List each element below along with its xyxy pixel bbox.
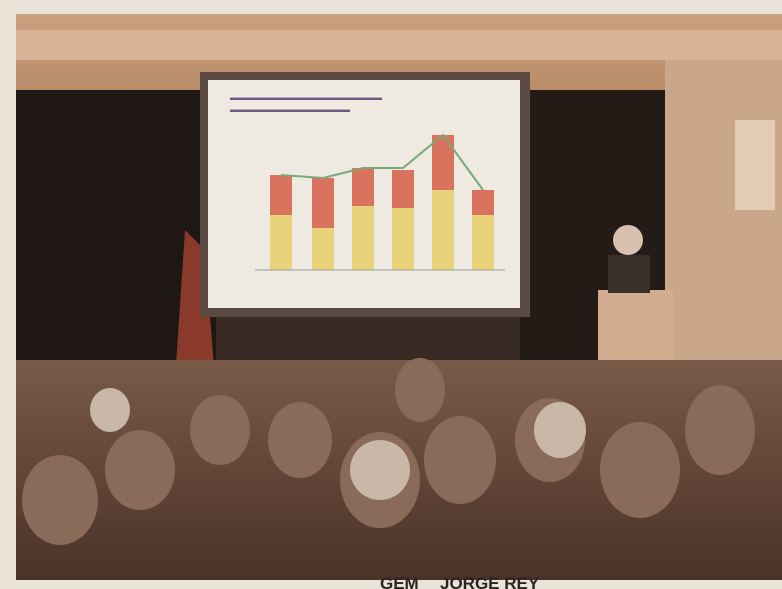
newspaper-photo: ▬▬▬▬▬▬▬▬▬▬▬▬▬▬▬▬▬▬▬ ▬▬▬▬▬▬▬▬▬▬▬▬▬▬▬ <box>0 0 782 589</box>
photo: ▬▬▬▬▬▬▬▬▬▬▬▬▬▬▬▬▬▬▬ ▬▬▬▬▬▬▬▬▬▬▬▬▬▬▬ <box>16 14 782 580</box>
photo-credit: JORGE REY <box>440 574 540 589</box>
svg-text:▬▬▬▬▬▬▬▬▬▬▬▬▬▬▬: ▬▬▬▬▬▬▬▬▬▬▬▬▬▬▬ <box>230 105 350 114</box>
svg-text:▬▬▬▬▬▬▬▬▬▬▬▬▬▬▬▬▬▬▬: ▬▬▬▬▬▬▬▬▬▬▬▬▬▬▬▬▬▬▬ <box>230 93 382 102</box>
caption: GEM <box>380 574 419 589</box>
page: ▬▬▬▬▬▬▬▬▬▬▬▬▬▬▬▬▬▬▬ ▬▬▬▬▬▬▬▬▬▬▬▬▬▬▬ <box>0 0 782 589</box>
